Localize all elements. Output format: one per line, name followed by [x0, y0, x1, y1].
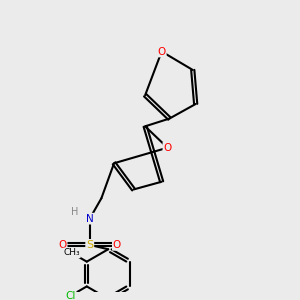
- Text: H: H: [70, 207, 78, 217]
- Text: O: O: [158, 46, 166, 56]
- Text: N: N: [86, 214, 94, 224]
- Text: CH₃: CH₃: [63, 248, 80, 257]
- Text: O: O: [164, 143, 172, 153]
- Text: O: O: [58, 240, 67, 250]
- Text: Cl: Cl: [65, 291, 76, 300]
- Text: S: S: [86, 240, 93, 250]
- Text: O: O: [113, 240, 121, 250]
